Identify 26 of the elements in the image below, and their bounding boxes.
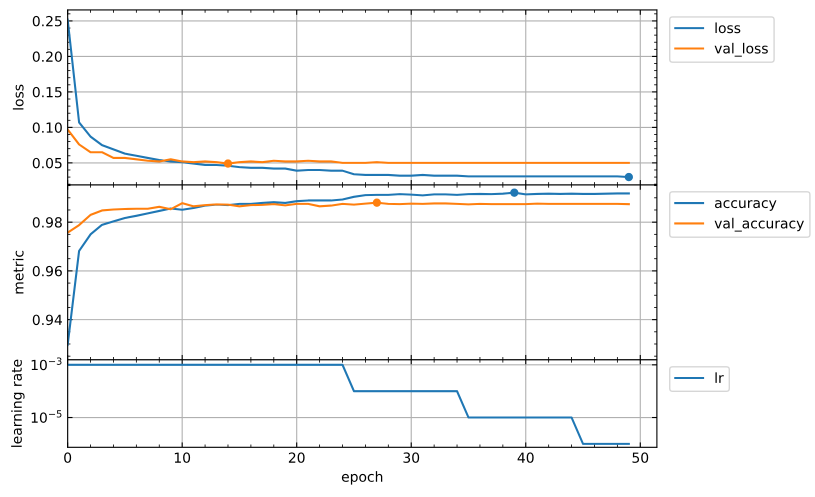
y-tick-label: 0.98 — [32, 217, 62, 228]
x-tick-label: 30 — [403, 452, 420, 463]
y-tick-label: 0.94 — [32, 314, 62, 326]
y-tick-label: 10$^{−5}$ — [32, 410, 62, 423]
line-series — [68, 364, 630, 445]
y-axis-title: loss — [12, 84, 24, 110]
legend-label: loss — [715, 22, 740, 34]
x-tick-label: 10 — [174, 452, 190, 463]
y-axis-title: metric — [12, 250, 24, 294]
y-tick-label: 0.20 — [32, 51, 62, 62]
y-tick-label: 0.10 — [32, 122, 62, 133]
y-tick-label: 0.96 — [32, 266, 62, 276]
legend-label: val_accuracy — [714, 218, 804, 232]
y-tick-label: 0.25 — [32, 16, 62, 26]
legend-label: accuracy — [715, 200, 776, 211]
y-axis-title: learning rate — [11, 360, 25, 447]
legend-label: val_loss — [714, 42, 768, 57]
x-tick-label: 0 — [64, 452, 72, 463]
y-tick-label: 0.15 — [32, 86, 62, 98]
y-tick-label: 0.05 — [32, 158, 62, 168]
x-axis-title: epoch — [342, 471, 382, 485]
legend-label: lr — [715, 372, 724, 383]
y-tick-label: 10$^{−3}$ — [32, 357, 62, 370]
x-tick-label: 20 — [288, 452, 305, 463]
x-tick-label: 50 — [632, 452, 648, 463]
x-tick-label: 40 — [518, 452, 534, 463]
